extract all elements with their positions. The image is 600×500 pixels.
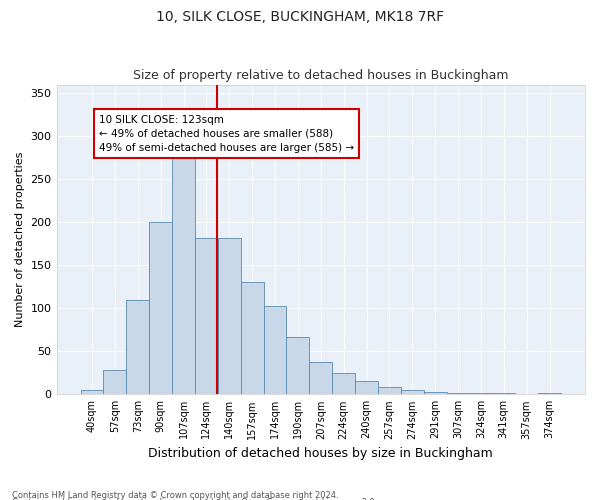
Bar — [263, 306, 286, 394]
Text: 10, SILK CLOSE, BUCKINGHAM, MK18 7RF: 10, SILK CLOSE, BUCKINGHAM, MK18 7RF — [156, 10, 444, 24]
Bar — [80, 390, 103, 394]
Bar — [241, 282, 263, 395]
Text: Contains public sector information licensed under the Open Government Licence v3: Contains public sector information licen… — [12, 498, 377, 500]
Bar — [401, 390, 424, 394]
Bar — [424, 392, 446, 394]
X-axis label: Distribution of detached houses by size in Buckingham: Distribution of detached houses by size … — [148, 447, 493, 460]
Bar — [355, 380, 378, 394]
Bar — [218, 238, 241, 394]
Bar — [195, 238, 218, 394]
Text: 10 SILK CLOSE: 123sqm
← 49% of detached houses are smaller (588)
49% of semi-det: 10 SILK CLOSE: 123sqm ← 49% of detached … — [99, 114, 354, 152]
Title: Size of property relative to detached houses in Buckingham: Size of property relative to detached ho… — [133, 69, 509, 82]
Text: Contains HM Land Registry data © Crown copyright and database right 2024.: Contains HM Land Registry data © Crown c… — [12, 490, 338, 500]
Bar — [310, 362, 332, 394]
Bar — [149, 222, 172, 394]
Bar — [286, 336, 310, 394]
Bar — [469, 392, 493, 394]
Bar — [378, 388, 401, 394]
Bar — [103, 370, 127, 394]
Bar — [127, 300, 149, 394]
Bar — [332, 373, 355, 394]
Bar — [538, 392, 561, 394]
Bar — [172, 145, 195, 394]
Bar — [446, 392, 469, 394]
Y-axis label: Number of detached properties: Number of detached properties — [15, 152, 25, 327]
